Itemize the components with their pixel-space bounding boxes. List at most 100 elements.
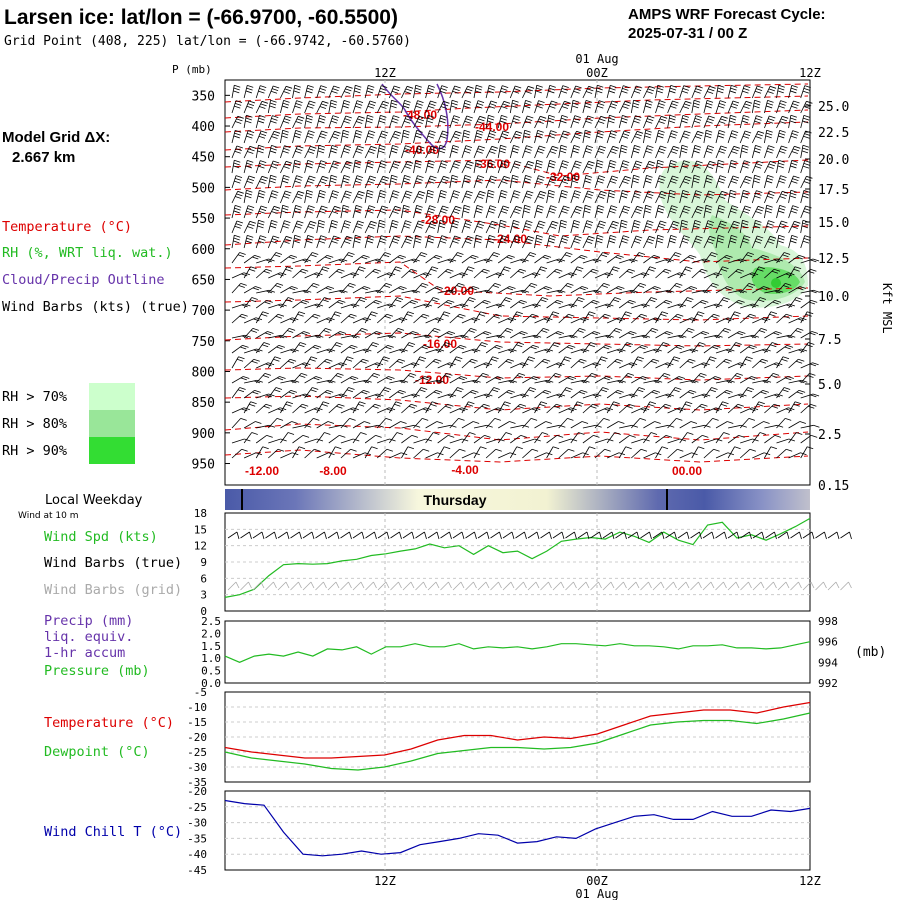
wind-barb bbox=[255, 372, 272, 384]
wind-barb bbox=[691, 372, 707, 384]
wind-barb bbox=[727, 130, 739, 144]
wind-barb bbox=[255, 160, 267, 174]
wind-barb bbox=[388, 432, 404, 444]
pressure-tick-label: 750 bbox=[192, 335, 215, 350]
temperature-contour-label: -24.00 bbox=[493, 232, 527, 246]
wind-barb bbox=[703, 204, 713, 219]
temp-ytick-label: -35 bbox=[187, 776, 207, 789]
wind-barb bbox=[376, 130, 389, 144]
grid-wind-barb bbox=[298, 581, 302, 589]
wind-barb bbox=[231, 100, 243, 114]
wind-barb bbox=[316, 297, 331, 309]
wind-barb bbox=[267, 115, 279, 129]
wind-barb bbox=[752, 421, 770, 429]
wind-barb bbox=[413, 356, 427, 369]
grid-wind-barb bbox=[415, 581, 424, 591]
wind-barb bbox=[800, 299, 818, 309]
wind-barb bbox=[449, 99, 459, 114]
wind-barb bbox=[655, 434, 673, 444]
surface-wind-barb bbox=[474, 531, 477, 540]
wind-barb bbox=[388, 190, 400, 204]
wind-barb bbox=[764, 311, 778, 324]
wind-barb bbox=[473, 331, 492, 339]
wind-barb bbox=[618, 175, 632, 189]
pressure-tick-label: 550 bbox=[192, 212, 215, 227]
wind-barb bbox=[691, 174, 701, 189]
wind-barb bbox=[425, 235, 435, 249]
wind-barb bbox=[691, 446, 705, 459]
rh-legend-label: RH > 70% bbox=[2, 389, 67, 405]
wind-barb bbox=[667, 189, 676, 204]
wind-barb bbox=[679, 235, 690, 249]
wind-barb bbox=[316, 401, 330, 414]
wind-barb bbox=[364, 130, 376, 144]
wind-barb bbox=[509, 145, 520, 159]
wind-barb bbox=[751, 401, 765, 414]
pressure-tick-label: 450 bbox=[192, 151, 215, 166]
wind-barb bbox=[764, 115, 776, 129]
wind-barb bbox=[340, 220, 352, 234]
precip-ytick-label: 1.5 bbox=[201, 640, 221, 653]
wind-barb bbox=[655, 175, 666, 189]
surface-wind-barb bbox=[752, 531, 763, 539]
wind-barb bbox=[594, 313, 611, 324]
surface-wind-barb bbox=[749, 531, 752, 540]
pressure-axis-title: P (mb) bbox=[172, 63, 212, 76]
grid-wind-barb bbox=[348, 581, 352, 589]
wind-barb bbox=[316, 175, 329, 189]
wind-barb bbox=[231, 175, 243, 189]
wind-barb bbox=[739, 344, 757, 354]
wind-barb bbox=[788, 348, 808, 354]
grid-wind-barb bbox=[815, 581, 824, 591]
wind-barb bbox=[267, 387, 283, 399]
wind-barb bbox=[340, 115, 352, 129]
grid-wind-barb bbox=[577, 581, 587, 591]
wind-barb bbox=[715, 327, 731, 339]
wind-barb bbox=[328, 115, 339, 129]
wind-barb bbox=[364, 85, 375, 99]
wind-barb bbox=[715, 159, 725, 174]
surface-wind-barb bbox=[836, 531, 840, 540]
surface-wind-barb bbox=[274, 531, 277, 540]
wind-barb bbox=[630, 190, 642, 204]
wind-barb bbox=[788, 266, 802, 279]
wind-barb bbox=[655, 145, 667, 159]
wind-barb bbox=[655, 190, 668, 204]
wind-barb bbox=[570, 348, 590, 354]
grid-wind-barb bbox=[373, 581, 377, 589]
wind-barb bbox=[522, 344, 540, 354]
wind-barb bbox=[364, 342, 379, 354]
temperature-contour bbox=[224, 423, 809, 441]
wind-speed-line bbox=[224, 517, 811, 598]
wind-barb bbox=[643, 220, 654, 234]
wind-barb bbox=[667, 175, 679, 189]
wind-barb bbox=[679, 85, 690, 99]
wind-barb bbox=[437, 268, 454, 279]
dewpoint-line bbox=[224, 712, 811, 771]
cloud-outline bbox=[381, 83, 449, 150]
wind-barb bbox=[401, 175, 411, 189]
wind-barb bbox=[388, 145, 399, 159]
grid-wind-barb bbox=[477, 581, 487, 591]
grid-wind-barb bbox=[252, 581, 262, 591]
surface-wind-barb bbox=[527, 531, 538, 539]
wind-barb bbox=[582, 129, 592, 144]
wind-barb bbox=[606, 421, 625, 429]
wind-barb bbox=[437, 130, 449, 144]
wind-barb bbox=[558, 356, 572, 369]
wind-barb bbox=[364, 446, 378, 459]
wind-barb bbox=[739, 190, 750, 204]
wind-barb bbox=[655, 393, 674, 399]
wind-barb bbox=[582, 268, 599, 279]
wind-barb bbox=[231, 130, 242, 144]
wind-barb bbox=[280, 254, 298, 264]
precip-ytick-label: 1.0 bbox=[201, 652, 221, 665]
wind-barb bbox=[582, 115, 594, 129]
wind-barb bbox=[703, 145, 715, 159]
wind-barb bbox=[727, 114, 737, 129]
wind-barb bbox=[449, 220, 460, 234]
grid-wind-barb bbox=[552, 581, 562, 591]
wind-barb bbox=[619, 331, 637, 339]
wind-barb bbox=[570, 358, 587, 369]
wind-barb bbox=[437, 434, 455, 444]
